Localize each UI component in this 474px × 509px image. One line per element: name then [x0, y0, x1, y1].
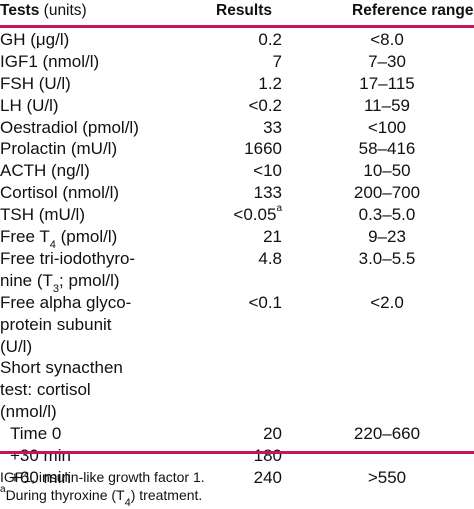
test-name: TSH (mU/l) [0, 205, 85, 225]
table-row: IGF1 (nmol/l) 7 7–30 [0, 51, 474, 73]
result-value: 33 [263, 117, 282, 137]
reference-range: <2.0 [370, 292, 404, 312]
test-name-line: protein subunit [0, 314, 112, 334]
test-name: GH (μg/l) [0, 30, 70, 49]
test-name: Free T4 (pmol/l) [0, 226, 170, 252]
result-text: <0.05 [233, 205, 277, 225]
result-value: 180 [253, 445, 282, 465]
header-reference-label: Reference range [352, 2, 474, 19]
reference-range: 220–660 [353, 424, 421, 444]
header-rule [0, 25, 474, 28]
test-name-line: Free alpha glyco- [0, 292, 132, 312]
test-name-part: nine (T [0, 270, 53, 290]
table-row: Free alpha glyco- protein subunit (U/l) … [0, 292, 474, 358]
footnote-text: ) treatment. [130, 487, 203, 503]
table-row: Short synacthen test: cortisol (nmol/l) [0, 357, 474, 423]
result-value: 133 [253, 183, 282, 203]
result-value: <10 [253, 161, 282, 181]
result-value: 7 [272, 51, 282, 71]
test-name-line: Free tri-iodothyro- [0, 248, 136, 268]
table-body: GH (μg/l) 0.2 <8.0 IGF1 (nmol/l) 7 7–30 … [0, 29, 474, 489]
result-value: 1660 [244, 139, 282, 159]
test-name-line: nine (T3; pmol/l) [0, 270, 170, 296]
test-name: Oestradiol (pmol/l) [0, 117, 139, 137]
test-name: Time 0 [10, 424, 62, 444]
test-name-line: Short synacthen [0, 358, 123, 378]
table-row: ACTH (ng/l) <10 10–50 [0, 160, 474, 182]
table-row: Prolactin (mU/l) 1660 58–416 [0, 138, 474, 160]
footnote-abbreviation: IGF1, insulin-like growth factor 1. [0, 469, 205, 485]
reference-range: 58–416 [358, 139, 416, 159]
test-name: +60 min [10, 467, 71, 487]
test-name-part: ; pmol/l) [59, 270, 120, 290]
reference-range: 200–700 [353, 183, 421, 203]
result-value: <0.2 [248, 95, 282, 115]
table-row: GH (μg/l) 0.2 <8.0 [0, 29, 474, 51]
test-name-subscript: 4 [49, 239, 56, 252]
result-value: 20 [263, 424, 282, 444]
test-name: Free tri-iodothyro- nine (T3; pmol/l) [0, 248, 170, 296]
reference-range: 10–50 [363, 161, 411, 181]
footnote-a: aDuring thyroxine (T4) treatment. [0, 484, 203, 508]
result-value: 4.8 [258, 248, 282, 268]
table-row: TSH (mU/l) <0.05a 0.3–5.0 [0, 204, 474, 226]
test-name: Prolactin (mU/l) [0, 139, 118, 159]
reference-range: 11–59 [363, 95, 410, 115]
result-value: 240 [253, 467, 282, 487]
test-name-line: (U/l) [0, 336, 33, 356]
header-results-label: Results [216, 2, 272, 19]
test-name-subscript: 3 [52, 283, 60, 296]
header-results: Results [216, 0, 272, 22]
reference-range: <8.0 [370, 30, 404, 49]
reference-range: 17–115 [359, 73, 415, 93]
test-name: LH (U/l) [0, 95, 59, 115]
test-name: FSH (U/l) [0, 73, 71, 93]
header-tests: Tests (units) [0, 0, 87, 22]
result-value: <0.1 [248, 292, 282, 312]
footnote-marker: a [276, 203, 282, 215]
header-reference-range: Reference range [352, 0, 473, 22]
table-row: Free tri-iodothyro- nine (T3; pmol/l) 4.… [0, 248, 474, 296]
table-row: +30 min 180 [0, 445, 474, 467]
test-name: Cortisol (nmol/l) [0, 183, 120, 203]
result-value: 21 [263, 227, 282, 247]
reference-range: >550 [367, 467, 407, 487]
result-value: 0.2 [258, 30, 282, 49]
table-row: +60 min 240 >550 [0, 467, 474, 489]
test-name-part: Free T [0, 227, 50, 247]
test-name: Free alpha glyco- protein subunit (U/l) [0, 292, 170, 358]
table-row: Free T4 (pmol/l) 21 9–23 [0, 226, 474, 252]
result-value: <0.05a [190, 204, 282, 226]
result-value: 1.2 [258, 73, 282, 93]
footnote-subscript: 4 [124, 496, 131, 509]
header-tests-label: Tests [0, 2, 40, 19]
table-row: Time 0 20 220–660 [0, 423, 474, 445]
reference-range: 9–23 [368, 227, 406, 247]
table-row: LH (U/l) <0.2 11–59 [0, 95, 474, 117]
test-name-line: test: cortisol [0, 380, 91, 400]
table-row: FSH (U/l) 1.2 17–115 [0, 73, 474, 95]
test-name-part: (pmol/l) [55, 227, 118, 247]
reference-range: <100 [367, 117, 407, 137]
test-name: ACTH (ng/l) [0, 161, 90, 181]
reference-range: 0.3–5.0 [358, 205, 416, 225]
table-row: Cortisol (nmol/l) 133 200–700 [0, 182, 474, 204]
reference-range: 3.0–5.5 [358, 248, 416, 268]
footnote-text: During thyroxine (T [5, 487, 125, 503]
footnote-marker: a [0, 484, 6, 496]
test-name: IGF1 (nmol/l) [0, 51, 100, 71]
table-row: Oestradiol (pmol/l) 33 <100 [0, 117, 474, 139]
header-tests-units: (units) [43, 2, 87, 19]
test-name: Short synacthen test: cortisol (nmol/l) [0, 357, 170, 423]
test-name-line: (nmol/l) [0, 402, 57, 422]
reference-range: 7–30 [368, 51, 406, 71]
test-name: +30 min [10, 445, 71, 465]
footer-rule [0, 451, 474, 454]
